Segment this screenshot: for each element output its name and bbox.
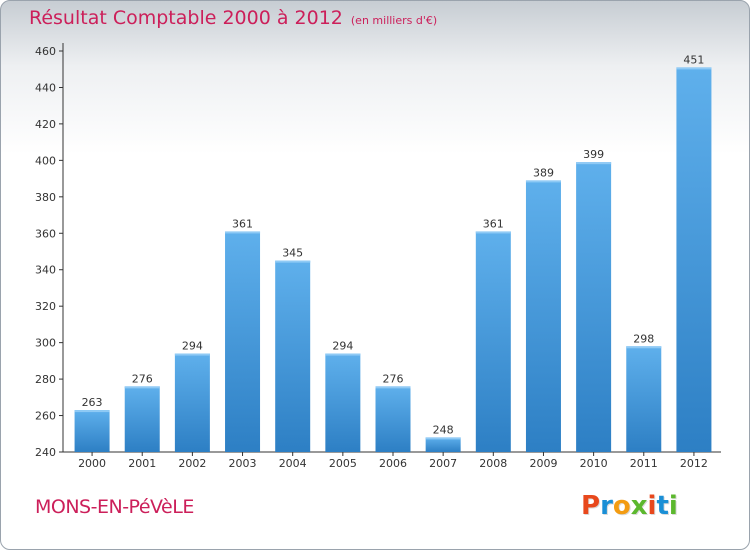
y-tick-label: 240 [35,446,56,459]
y-tick-label: 320 [35,300,56,313]
y-tick-label: 300 [35,337,56,350]
data-labels: 263 276 294 361 345 294 276 248 361 389 399 298 451 [82,53,705,436]
bar [576,162,612,452]
y-tick-label: 460 [35,45,56,58]
data-label: 361 [232,217,253,230]
logo-letter: P [581,491,601,521]
x-tick-label: 2011 [630,457,658,470]
bar [425,437,461,452]
x-tick-label: 2012 [680,457,708,470]
x-tick-label: 2000 [78,457,106,470]
data-label: 399 [583,148,604,161]
logo-letter: i [668,491,678,521]
y-tick-label: 360 [35,227,56,240]
x-tick-label: 2001 [128,457,156,470]
data-label: 294 [332,340,353,353]
data-label: 451 [683,53,704,66]
data-label: 276 [383,372,404,385]
bar [74,410,110,452]
y-tick-label: 340 [35,264,56,277]
bar-highlight [275,260,311,263]
x-tick-label: 2009 [529,457,557,470]
x-tick-label: 2007 [429,457,457,470]
logo-letter: i [647,491,657,521]
y-tick-label: 380 [35,191,56,204]
data-label: 263 [82,396,103,409]
bar-highlight [174,353,210,356]
data-label: 298 [633,332,654,345]
bar-highlight [225,231,261,234]
bar-highlight [525,180,561,183]
x-tick-label: 2004 [279,457,307,470]
x-tick-label: 2003 [229,457,257,470]
bar [124,386,160,452]
y-tick-label: 420 [35,118,56,131]
x-tick-label: 2006 [379,457,407,470]
bars [74,67,712,453]
y-tick-label: 440 [35,81,56,94]
bar-highlight [425,437,461,440]
x-tick-label: 2010 [580,457,608,470]
axes: 240 260 280 300 320 340 360 380 400 420 440 460 2000… [35,43,721,470]
bar [375,386,411,452]
bar [676,67,712,453]
bar-highlight [124,386,160,389]
bar [475,231,511,452]
bar [275,260,311,452]
proxiti-logo: Proxiti [581,491,678,521]
logo-letter: t [656,491,669,521]
data-label: 248 [433,423,454,436]
x-tick-label: 2005 [329,457,357,470]
bar-highlight [325,353,361,356]
bar [325,353,361,452]
y-tick-label: 400 [35,154,56,167]
data-label: 345 [282,247,303,260]
title-text: Résultat Comptable 2000 à 2012 [29,7,343,29]
x-tick-label: 2002 [178,457,206,470]
y-tick-label: 280 [35,373,56,386]
bar-highlight [676,67,712,70]
bar-highlight [626,346,662,349]
bar-highlight [74,410,110,413]
logo-letter: x [630,491,648,521]
commune-name: MONS-EN-PéVèLE [35,496,194,518]
logo-letter: r [600,491,613,521]
data-label: 276 [132,372,153,385]
y-tick-label: 260 [35,410,56,423]
bar-highlight [475,231,511,234]
data-label: 389 [533,166,554,179]
bar-highlight [576,162,612,165]
data-label: 294 [182,340,203,353]
bar [525,180,561,452]
bar [626,346,662,452]
logo-letter: o [612,491,631,521]
bar [225,231,261,452]
subtitle-text: (en milliers d'€) [350,14,438,27]
chart-title: Résultat Comptable 2000 à 2012 (en millie… [29,7,437,29]
data-label: 361 [483,217,504,230]
bar [174,353,210,452]
x-tick-label: 2008 [479,457,507,470]
bar-highlight [375,386,411,389]
